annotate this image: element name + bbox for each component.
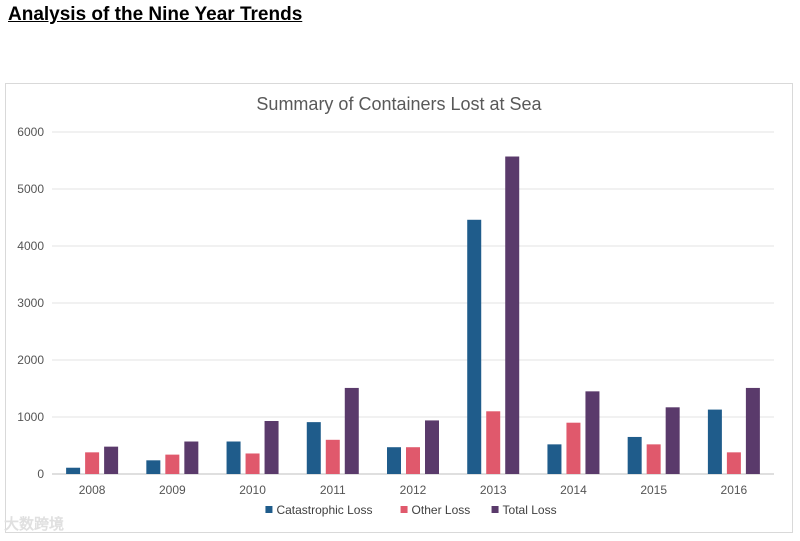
chart-area: Summary of Containers Lost at Sea 0 1000 2… — [5, 83, 793, 533]
x-tick-label: 2010 — [239, 483, 266, 497]
chart-title: Summary of Containers Lost at Sea — [256, 94, 542, 114]
bar-catastrophic-loss-2015 — [627, 436, 642, 474]
bar-catastrophic-loss-2012 — [387, 447, 401, 474]
watermark: 大数跨境 — [4, 516, 65, 533]
bar-total-loss-2010 — [264, 420, 279, 474]
bar-total-loss-2016 — [745, 387, 760, 474]
bar-total-loss-2012 — [425, 420, 439, 474]
x-tick-label: 2008 — [79, 483, 106, 497]
bar-total-loss-2013 — [505, 156, 520, 474]
x-tick-label: 2013 — [480, 483, 507, 497]
x-axis: 2008 2009 2010 2011 2012 2013 2014 2015 2016 — [79, 483, 748, 497]
bar-catastrophic-loss-2010 — [226, 441, 241, 474]
bar-catastrophic-loss-2011 — [306, 422, 321, 474]
y-tick-label: 6000 — [17, 125, 44, 139]
y-tick-label: 2000 — [17, 353, 44, 367]
bar-other-loss-2011 — [325, 439, 340, 474]
legend-swatch — [491, 506, 499, 513]
page-heading: Analysis of the Nine Year Trends — [8, 4, 303, 25]
legend-swatch — [400, 506, 408, 513]
y-tick-label: 3000 — [17, 296, 44, 310]
bar-catastrophic-loss-2016 — [707, 409, 722, 474]
bar-other-loss-2010 — [245, 453, 260, 474]
bar-catastrophic-loss-2009 — [146, 460, 161, 474]
x-tick-label: 2009 — [159, 483, 186, 497]
bar-other-loss-2013 — [486, 411, 501, 474]
bar-other-loss-2009 — [165, 454, 180, 474]
bar-total-loss-2014 — [585, 391, 600, 474]
x-tick-label: 2016 — [721, 483, 748, 497]
y-axis: 0 1000 2000 3000 4000 5000 6000 — [17, 125, 44, 481]
y-tick-label: 4000 — [17, 239, 44, 253]
bar-total-loss-2015 — [665, 407, 680, 474]
legend-label: Catastrophic Loss — [276, 503, 372, 517]
bar-total-loss-2011 — [344, 387, 359, 474]
bar-chart: Summary of Containers Lost at Sea 0 1000 2… — [17, 94, 774, 517]
bar-catastrophic-loss-2014 — [547, 444, 562, 474]
legend-label: Other Loss — [412, 503, 471, 517]
bar-catastrophic-loss-2008 — [66, 467, 81, 474]
y-tick-label: 5000 — [17, 182, 44, 196]
legend: Catastrophic Loss Other Loss Total Loss — [265, 503, 557, 517]
x-tick-label: 2011 — [320, 483, 346, 497]
grid-lines — [52, 131, 774, 475]
bar-other-loss-2015 — [646, 444, 661, 474]
legend-swatch — [265, 506, 273, 513]
bar-total-loss-2008 — [104, 446, 119, 474]
x-tick-label: 2014 — [560, 483, 587, 497]
x-tick-label: 2012 — [400, 483, 427, 497]
legend-label: Total Loss — [503, 503, 557, 517]
bar-catastrophic-loss-2013 — [467, 219, 482, 474]
bar-other-loss-2016 — [726, 452, 741, 474]
bar-other-loss-2014 — [566, 422, 581, 474]
y-tick-label: 1000 — [17, 410, 44, 424]
y-tick-label: 0 — [37, 467, 44, 481]
bar-other-loss-2008 — [85, 452, 100, 474]
bars — [66, 156, 760, 474]
x-tick-label: 2015 — [640, 483, 667, 497]
bar-other-loss-2012 — [406, 447, 420, 474]
bar-total-loss-2009 — [184, 441, 199, 474]
